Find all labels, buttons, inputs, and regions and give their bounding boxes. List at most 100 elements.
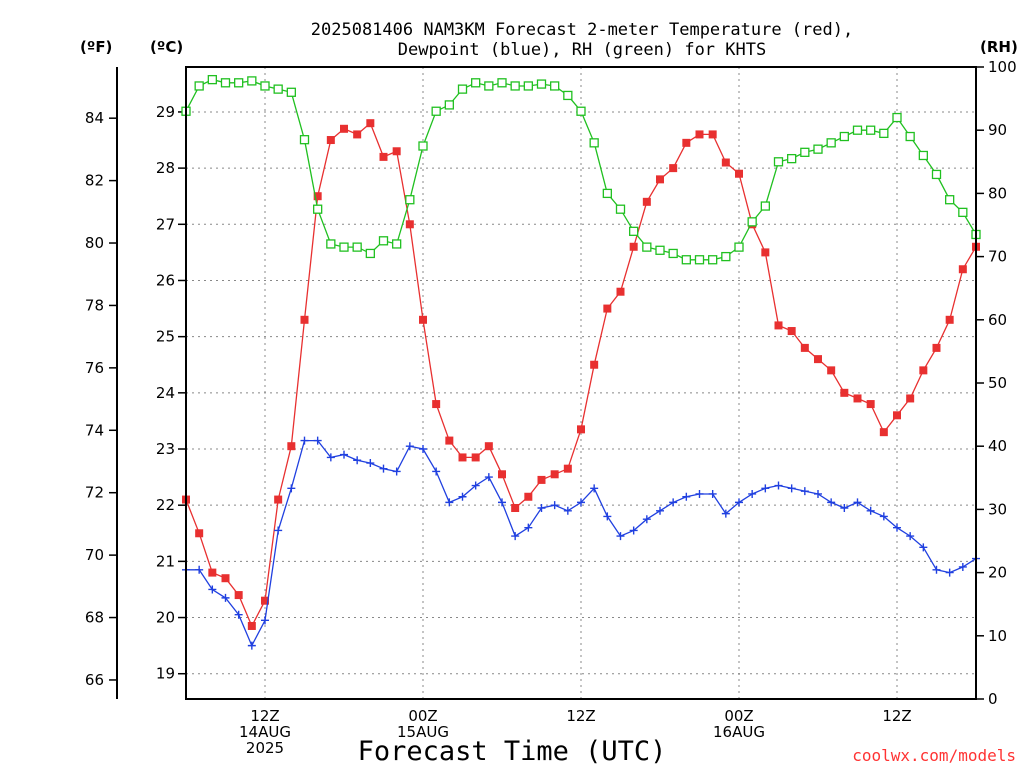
dewpoint-data-point	[340, 450, 348, 459]
temperature-data-point	[906, 394, 915, 403]
rh-data-point	[747, 217, 757, 227]
temperature-data-point	[300, 315, 309, 324]
dewpoint-data-point	[511, 532, 520, 541]
celsius-tick-label: 25	[156, 328, 175, 346]
rh-tick-label: 100	[988, 58, 1017, 76]
dewpoint-data-point	[326, 453, 335, 462]
temperature-data-point	[261, 596, 269, 605]
rh-data-point	[510, 81, 520, 91]
celsius-tick-label: 19	[156, 665, 175, 683]
rh-data-point	[220, 78, 231, 88]
rh-data-point	[550, 81, 560, 91]
dewpoint-data-point	[445, 498, 454, 507]
temperature-data-point	[879, 428, 888, 437]
dewpoint-data-point	[827, 498, 836, 507]
fahrenheit-tick-label: 70	[85, 546, 104, 564]
temperature-data-point	[326, 136, 335, 145]
dewpoint-data-point	[629, 526, 638, 535]
rh-data-point	[931, 169, 942, 180]
rh-data-point	[773, 157, 784, 167]
x-tick-label: 00Z	[724, 707, 753, 725]
dewpoint-data-point	[313, 436, 322, 445]
fahrenheit-tick-label: 76	[85, 359, 104, 377]
fahrenheit-tick-label: 82	[85, 172, 104, 190]
celsius-tick-label: 27	[156, 215, 175, 233]
rh-data-point	[378, 236, 389, 246]
temperature-data-point	[498, 470, 506, 479]
dewpoint-data-point	[563, 506, 572, 515]
temperature-data-point	[419, 315, 427, 324]
temperature-data-point	[405, 220, 414, 229]
rh-data-point	[260, 81, 270, 91]
temperature-data-point	[577, 425, 585, 434]
rh-data-point	[655, 245, 665, 255]
dewpoint-data-point	[261, 616, 269, 625]
fahrenheit-tick-label: 80	[85, 234, 104, 252]
rh-data-point	[760, 201, 770, 211]
temperature-data-point	[234, 591, 243, 600]
dewpoint-data-point	[234, 610, 243, 619]
dewpoint-data-point	[379, 464, 388, 473]
rh-data-point	[629, 226, 639, 236]
x-tick-label: 16AUG	[713, 723, 765, 741]
rh-data-point	[286, 87, 296, 97]
rh-data-point	[444, 100, 454, 110]
dewpoint-data-point	[392, 467, 401, 476]
dewpoint-data-point	[471, 481, 480, 490]
dewpoint-data-point	[484, 473, 493, 482]
rh-data-point	[852, 125, 863, 135]
temperature-data-point	[603, 304, 612, 313]
rh-data-point	[313, 204, 323, 214]
rh-data-point	[431, 106, 441, 116]
x-tick-label: 15AUG	[397, 723, 449, 741]
celsius-tick-label: 23	[156, 440, 175, 458]
rh-tick-label: 30	[988, 500, 1007, 518]
dewpoint-data-point	[945, 568, 954, 577]
temperature-data-point	[511, 503, 520, 512]
dewpoint-data-point	[774, 481, 783, 490]
temperature-data-point	[800, 343, 809, 352]
rh-tick-label: 0	[988, 690, 998, 708]
temperature-data-point	[827, 366, 836, 375]
grid-lines	[186, 67, 976, 699]
rh-data-point	[602, 188, 612, 199]
temperature-data-point	[840, 388, 849, 397]
dewpoint-data-point	[748, 489, 757, 498]
rh-data-point	[339, 242, 349, 252]
dewpoint-data-point	[300, 436, 309, 445]
rh-data-point	[497, 78, 507, 88]
rh-unit-label: (RH)	[980, 38, 1018, 56]
dewpoint-data-point	[537, 503, 546, 512]
celsius-tick-label: 21	[156, 552, 175, 570]
celsius-tick-label: 22	[156, 496, 175, 514]
temperature-data-point	[274, 495, 283, 504]
dewpoint-data-point	[840, 503, 849, 512]
rh-data-point	[839, 131, 849, 142]
dewpoint-data-point	[787, 484, 796, 493]
temperature-data-point	[524, 492, 533, 501]
temperature-data-point	[945, 315, 954, 324]
temperature-data-point	[616, 287, 625, 296]
rh-data-point	[866, 125, 876, 135]
temperature-data-point	[563, 464, 572, 473]
dewpoint-data-point	[524, 523, 533, 532]
credit-text: coolwx.com/models	[852, 746, 1016, 765]
temperature-data-point	[208, 568, 217, 577]
rh-data-point	[589, 138, 599, 148]
rh-data-point	[365, 248, 375, 259]
rh-data-point	[734, 242, 744, 252]
dewpoint-data-point	[419, 445, 427, 454]
dewpoint-data-point	[577, 498, 585, 507]
dewpoint-data-point	[458, 492, 467, 501]
fahrenheit-unit-label: (ºF)	[80, 38, 112, 56]
dewpoint-data-point	[932, 565, 941, 574]
dewpoint-data-point	[708, 489, 717, 498]
temperature-data-point	[708, 130, 717, 139]
fahrenheit-tick-label: 74	[85, 421, 104, 439]
rh-data-point	[299, 135, 310, 145]
fahrenheit-tick-label: 78	[85, 296, 104, 314]
temperature-data-point	[721, 158, 730, 167]
dewpoint-data-point	[682, 492, 691, 501]
dewpoint-data-point	[550, 501, 559, 510]
